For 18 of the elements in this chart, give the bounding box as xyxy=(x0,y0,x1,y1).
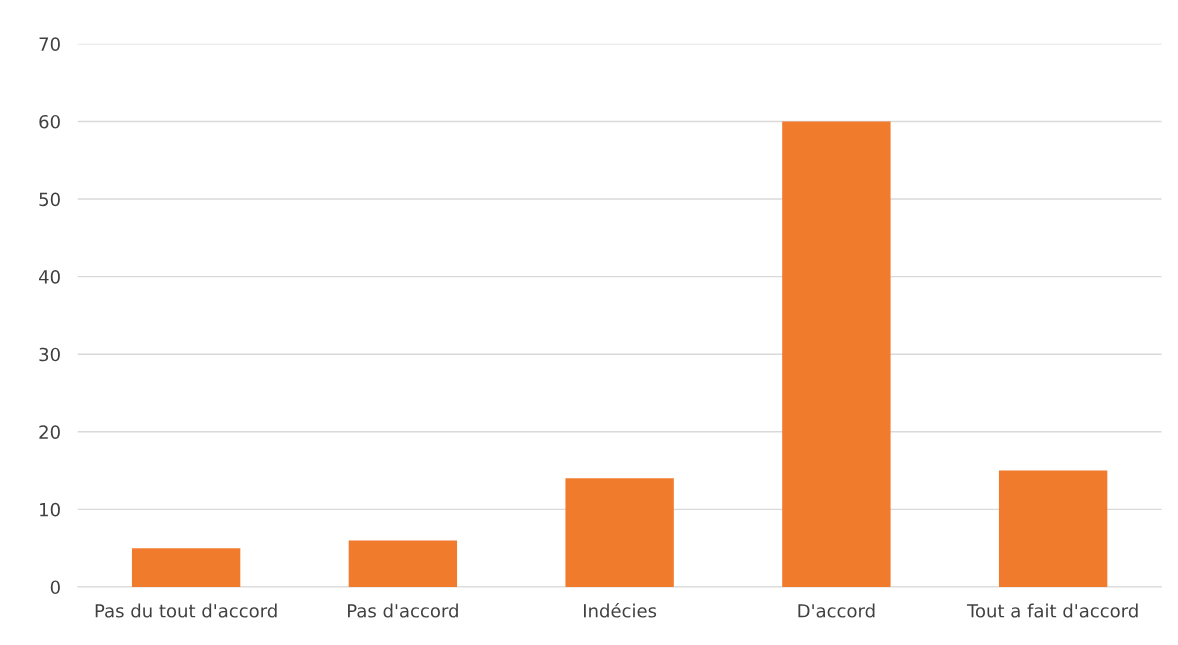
y-tick-label: 50 xyxy=(39,192,60,207)
x-tick-label: Pas d'accord xyxy=(348,603,458,618)
x-tick-label: D'accord xyxy=(798,603,875,618)
bar xyxy=(998,470,1108,587)
y-tick-label: 0 xyxy=(50,580,60,595)
y-tick-label: 40 xyxy=(38,270,60,284)
bar xyxy=(348,540,458,587)
x-tick-label: Indécies xyxy=(584,602,657,618)
x-tick-label: Pas du tout d'accord xyxy=(95,603,277,618)
y-tick-label: 10 xyxy=(40,502,60,517)
y-tick-label: 20 xyxy=(39,425,60,439)
y-tick-label: 60 xyxy=(39,114,60,129)
x-tick-label: Tout a fait d'accord xyxy=(966,603,1138,618)
bar xyxy=(131,548,241,587)
y-tick-label: 30 xyxy=(39,347,60,362)
y-tick-label: 70 xyxy=(39,37,60,51)
bar xyxy=(565,478,674,587)
bar xyxy=(782,121,891,587)
